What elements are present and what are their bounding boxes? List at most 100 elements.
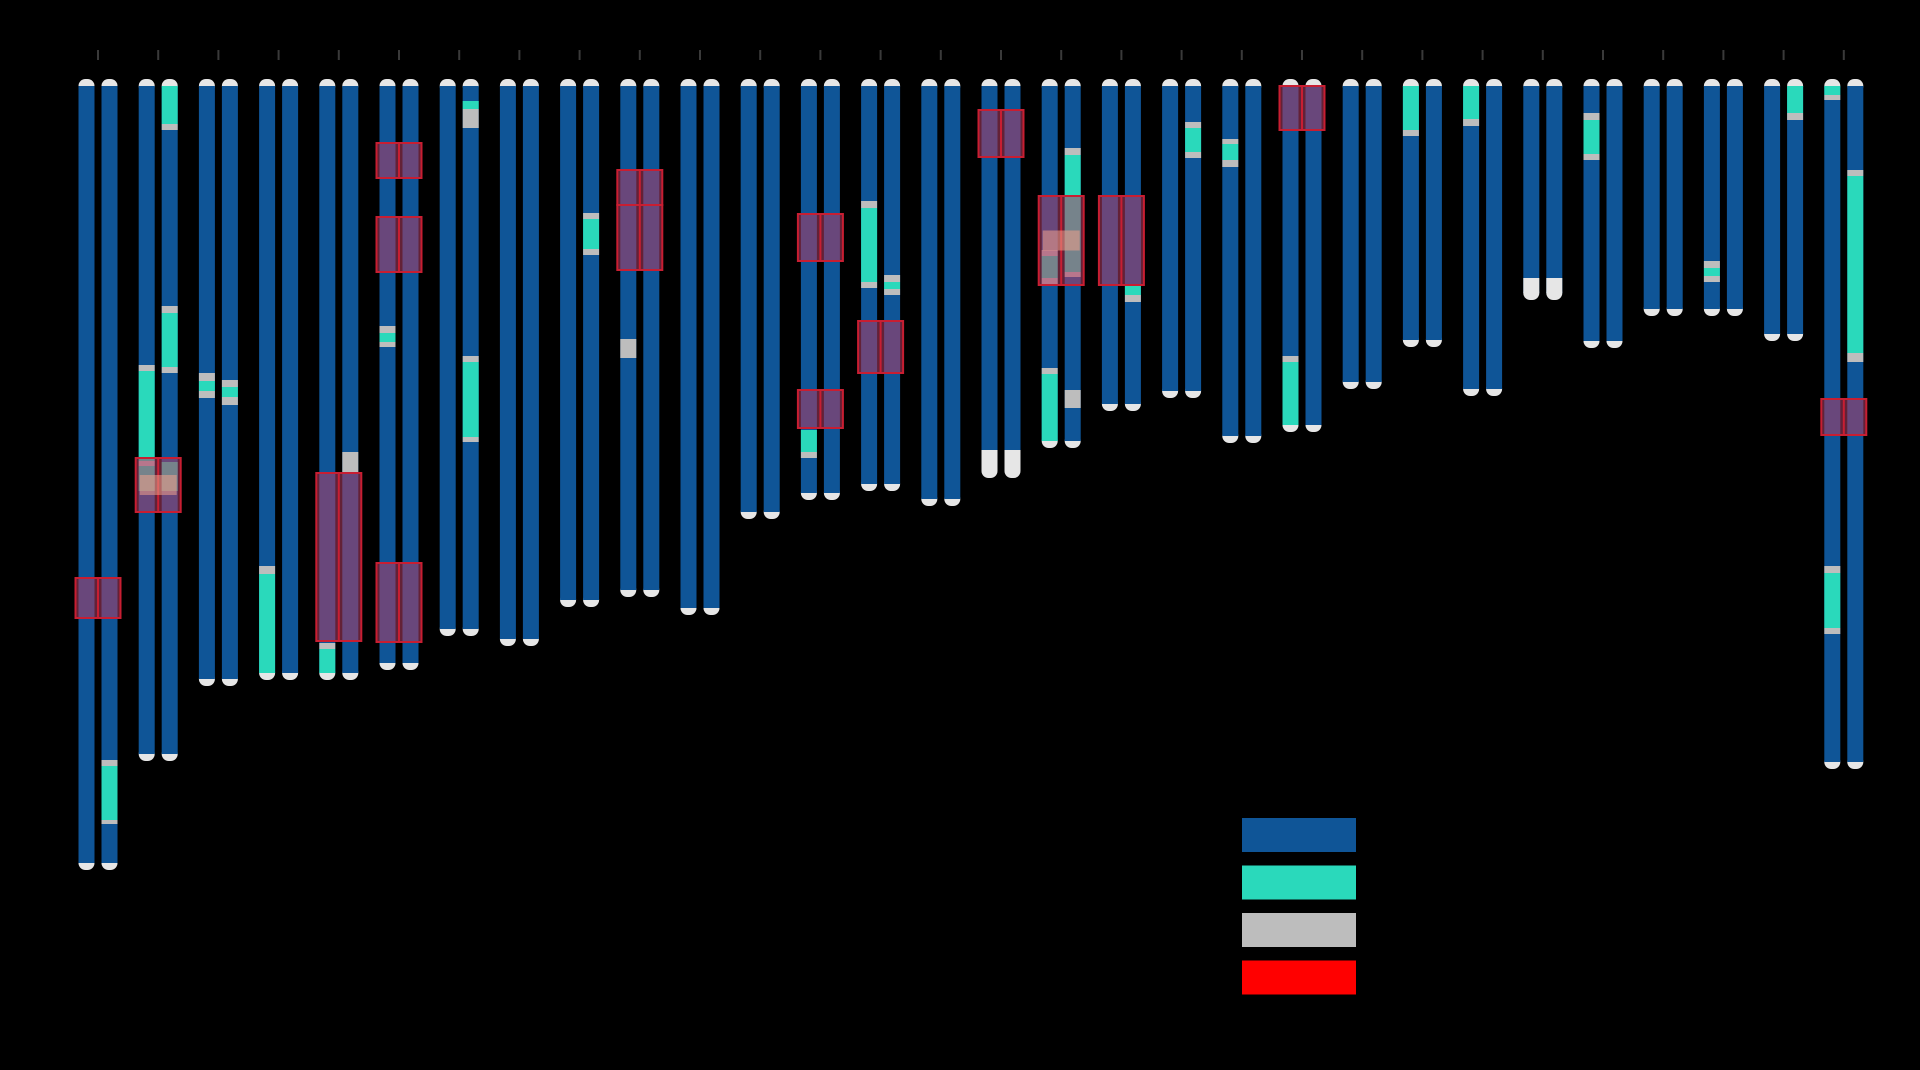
teal-band	[1282, 362, 1299, 425]
axis-tick	[1722, 50, 1725, 60]
chromatid-right	[1004, 79, 1021, 478]
legend	[1242, 818, 1356, 995]
chromatid-body	[1342, 86, 1359, 382]
chromatid-right	[1185, 79, 1202, 398]
chromatid-body	[439, 86, 456, 629]
chromatid-left	[620, 79, 637, 597]
chromatid-right	[1486, 79, 1503, 396]
gray-band	[259, 566, 276, 574]
highlight-region	[616, 169, 664, 206]
gray-band	[1222, 139, 1239, 144]
chromosome-pair	[439, 79, 479, 636]
chromosome-pair	[499, 79, 539, 646]
chromatid-body	[1305, 86, 1322, 425]
highlight-region	[375, 562, 423, 643]
gray-band	[462, 437, 479, 442]
axis-tick	[578, 50, 581, 60]
chromosome-pair	[1463, 79, 1503, 396]
teal-band	[1847, 176, 1864, 353]
chromatid-right	[643, 79, 660, 597]
axis-tick	[699, 50, 701, 60]
teal-band	[800, 430, 817, 452]
gray-band	[1583, 113, 1600, 120]
gray-band	[1787, 113, 1804, 120]
chromosome-pair	[1162, 79, 1202, 398]
chromatid-right	[1787, 79, 1804, 341]
chromosome-pair	[259, 79, 299, 680]
axis-tick	[1120, 50, 1123, 60]
highlight-region	[796, 213, 844, 262]
chromatid-right	[823, 79, 840, 500]
chromatid-left	[1463, 79, 1480, 396]
teal-band	[319, 649, 336, 673]
gray-band	[1847, 353, 1864, 362]
highlight-region	[1097, 195, 1145, 286]
chromosome-pair	[1342, 79, 1382, 389]
axis-tick	[1782, 50, 1785, 60]
chromatid-body	[1282, 86, 1299, 425]
chromatid-left	[1342, 79, 1359, 389]
chromatid-right	[1666, 79, 1683, 316]
highlight-region	[857, 320, 905, 374]
chromosome-pair	[1278, 79, 1326, 432]
chromatid-right	[1546, 79, 1563, 300]
teal-band	[1402, 86, 1419, 130]
chromosome-pair	[560, 79, 600, 607]
chromatid-left	[259, 79, 276, 680]
gray-band	[583, 249, 600, 255]
teal-band	[861, 208, 878, 282]
teal-band	[1222, 144, 1239, 160]
axis-tick	[638, 50, 641, 60]
highlight-region	[1820, 398, 1868, 436]
teal-band	[1463, 86, 1480, 119]
gray-band	[800, 452, 817, 458]
chromosome-set	[74, 79, 1868, 870]
legend-swatch	[1242, 818, 1356, 852]
chromatid-body	[1463, 86, 1480, 389]
gray-band	[1703, 261, 1720, 268]
chromatid-left	[499, 79, 516, 646]
chromosome-pair	[680, 79, 720, 615]
gray-band	[161, 306, 178, 313]
gray-band	[1824, 95, 1841, 100]
axis-tick	[1842, 50, 1845, 60]
gray-band	[161, 124, 178, 130]
chromatid-body	[1004, 86, 1021, 471]
axis-tick	[217, 50, 220, 60]
teal-band	[161, 313, 178, 367]
gray-band	[1222, 160, 1239, 167]
chromatid-body	[560, 86, 577, 600]
chromatid-left	[680, 79, 697, 615]
chromatid-left	[981, 79, 998, 478]
chromatid-left	[800, 79, 817, 500]
chromosome-pair	[921, 79, 961, 506]
axis-tick	[1541, 50, 1544, 60]
gray-band	[1185, 152, 1202, 158]
axis-ticks	[97, 50, 1845, 60]
gray-band	[1402, 130, 1419, 136]
axis-tick	[1602, 50, 1604, 60]
axis-tick	[1301, 50, 1303, 60]
axis-tick	[398, 50, 400, 60]
axis-tick	[1180, 50, 1183, 60]
chromatid-body	[1606, 86, 1623, 341]
gray-band	[1583, 154, 1600, 160]
chromatid-body	[1523, 86, 1540, 293]
chromatid-left	[1523, 79, 1540, 300]
chromosome-pair	[796, 79, 844, 500]
teal-band	[884, 282, 901, 289]
gray-band	[319, 643, 336, 649]
gray-band	[1847, 170, 1864, 176]
chromatid-left	[861, 79, 878, 491]
chromosome-pair	[1820, 79, 1868, 769]
chromatid-right	[1606, 79, 1623, 348]
axis-tick	[1361, 50, 1364, 60]
chromatid-body	[1245, 86, 1262, 436]
chromatid-body	[643, 86, 660, 590]
chromatid-right	[161, 79, 178, 761]
gray-band	[462, 356, 479, 362]
axis-tick	[97, 50, 99, 60]
chromatid-right	[101, 79, 118, 870]
gray-band	[198, 373, 215, 381]
chromatid-body	[1643, 86, 1660, 309]
